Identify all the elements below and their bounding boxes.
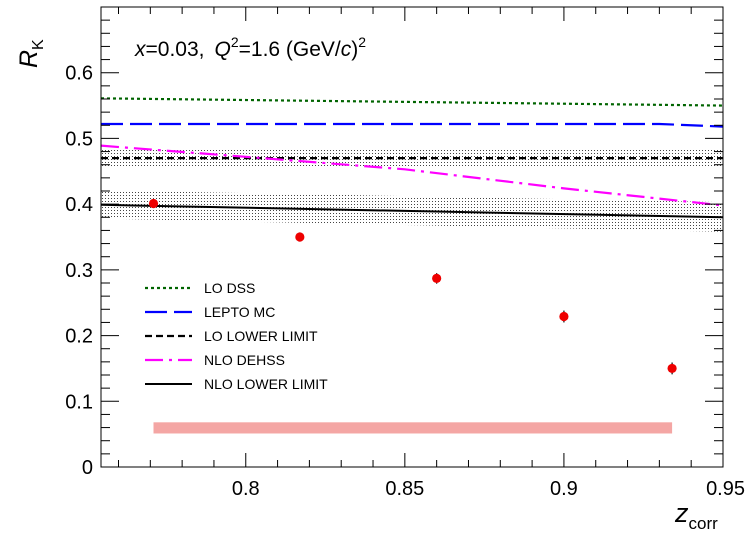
curve-4 [100,203,724,219]
x-tick-label: 0.85 [385,478,424,500]
curve-0 [100,97,724,107]
y-tick-label: 0.3 [65,260,93,282]
x-tick-label: 0.9 [550,478,578,500]
y-tick-label: 0.2 [65,326,93,348]
plot-frame [100,6,724,468]
uncertainty-bands [101,148,723,434]
legend-label: NLO LOWER LIMIT [204,376,328,392]
marker [432,273,442,283]
legend-label: LO DSS [204,280,255,296]
theory-curves [100,97,724,219]
data-point [667,362,677,375]
y-tick-label: 0.1 [65,391,93,413]
systematic-band [153,422,673,434]
y-axis-label: RK [15,39,47,68]
data-point [559,310,569,323]
y-tick-label: 0.4 [65,194,93,216]
kinematics-annotation: x=0.03, Q2=1.6 (GeV/c)2 [134,34,366,61]
legend-label: NLO DEHSS [204,352,285,368]
curve-1 [101,122,724,128]
y-tick-label: 0.6 [65,63,93,85]
marker [148,198,159,209]
legend: LO DSS LEPTO MC LO LOWER LIMIT NLO DEHSS NLO… [145,280,328,392]
x-tick-label: 0.8 [232,478,260,500]
axis-ticks: 0 0.1 0.2 0.3 0.4 0.5 0.6 0.8 0.85 0.9 0.95 [65,6,745,500]
data-point [295,232,305,242]
data-point [432,273,442,284]
legend-label: LEPTO MC [204,304,275,320]
marker [295,232,305,242]
marker [667,363,677,374]
marker [559,311,569,322]
data-points [148,198,677,375]
data-point [148,198,159,209]
y-tick-label: 0 [82,457,93,479]
x-tick-label: 0.95 [706,478,745,500]
legend-label: LO LOWER LIMIT [204,328,318,344]
curve-3 [100,144,724,207]
y-tick-label: 0.5 [65,128,93,150]
x-axis-label: zcorr [674,498,718,533]
